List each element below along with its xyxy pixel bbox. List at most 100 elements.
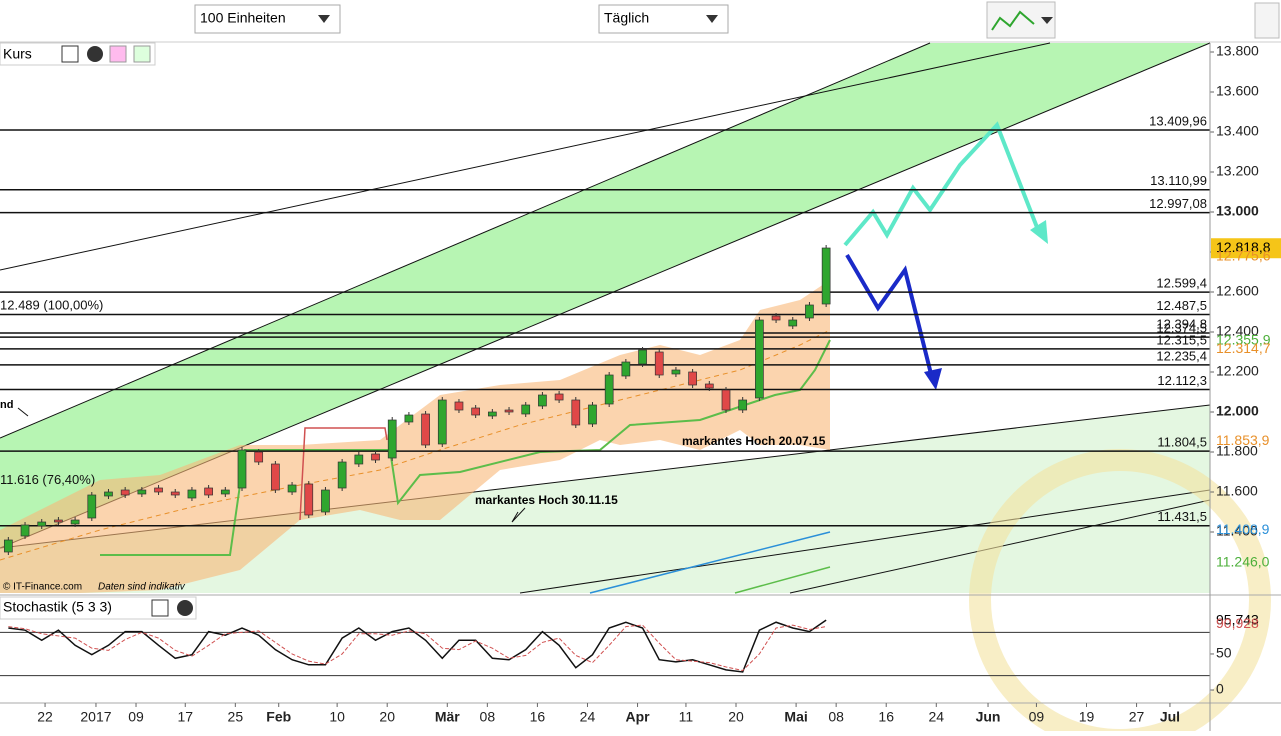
- x-tick-label: 20: [379, 709, 395, 725]
- annotation-arrow: [17, 407, 29, 417]
- candle: [571, 399, 581, 426]
- candle: [321, 489, 330, 513]
- price-tag-label: 11.246,0: [1216, 554, 1270, 570]
- candle: [471, 407, 481, 416]
- level-label: 13.110,99: [1150, 173, 1207, 188]
- indicator-line: [299, 427, 388, 521]
- down-button[interactable]: [109, 45, 127, 63]
- x-tick-label: Mär: [435, 709, 460, 725]
- candle: [237, 449, 247, 489]
- candle: [771, 315, 781, 321]
- fib-label: 11.616 (76,40%): [0, 472, 95, 487]
- y-tick-label: 13.400: [1216, 123, 1259, 139]
- candle: [721, 389, 731, 411]
- annotation: markantes Hoch 30.11.15: [475, 493, 618, 507]
- panel-title: Kurs: [3, 46, 32, 62]
- drawings: [0, 42, 1271, 736]
- main-panel: 11.400 11.600 11.800 12.000 12.200 12.400 12.6…: [0, 43, 1281, 570]
- close-button[interactable]: [87, 46, 103, 62]
- x-tick-label: 10: [329, 709, 345, 725]
- disclaimer: Daten sind indikativ: [98, 582, 186, 593]
- candle: [287, 484, 297, 493]
- annotation: markantes Hoch 20.07.15: [682, 434, 826, 448]
- x-tick-label: 16: [878, 709, 894, 725]
- value-tag: 95,743: [1216, 612, 1259, 628]
- price-tag-label: 12.314,7: [1216, 340, 1271, 356]
- close-button[interactable]: [177, 600, 193, 616]
- y-tick-label: 11.800: [1216, 443, 1258, 459]
- candle: [3, 539, 13, 553]
- x-tick-label: Apr: [625, 709, 650, 725]
- candle: [204, 487, 213, 496]
- candle: [504, 409, 514, 413]
- refresh-button[interactable]: [1254, 2, 1280, 39]
- candle: [337, 461, 347, 489]
- y-tick-label: 13.000: [1216, 203, 1259, 219]
- y-tick-label: 11.400: [1216, 523, 1258, 539]
- interval-dropdown[interactable]: [598, 4, 729, 34]
- candle: [20, 524, 30, 537]
- x-tick-label: 16: [530, 709, 546, 725]
- candle: [437, 399, 447, 445]
- trend-line: [0, 42, 1051, 271]
- candle: [220, 489, 230, 495]
- candle: [654, 351, 664, 376]
- level-label: 12.487,5: [1156, 298, 1207, 313]
- units-dropdown[interactable]: [194, 4, 341, 34]
- candle: [154, 487, 163, 493]
- indicator-line: [589, 531, 831, 594]
- candle: [371, 453, 380, 461]
- level-label: 13.409,96: [1149, 113, 1207, 128]
- y-tick-label: 12.400: [1216, 323, 1259, 339]
- candle: [70, 519, 80, 525]
- x-tick-label: 2017: [80, 709, 111, 725]
- dropdown-arrow: [706, 15, 718, 23]
- level-label: 12.374,5: [1156, 321, 1207, 336]
- price-tag: [1211, 238, 1281, 259]
- stochastic-line: [8, 619, 827, 673]
- x-tick-label: 08: [828, 709, 844, 725]
- price-tag-label: 11.853,9: [1216, 432, 1270, 448]
- indicator-line: [734, 566, 831, 594]
- candle: [805, 304, 814, 319]
- level-label: 12.599,4: [1156, 276, 1207, 291]
- level-label: 12.315,5: [1156, 332, 1207, 347]
- up-button[interactable]: [133, 45, 151, 63]
- window-button[interactable]: [61, 45, 79, 63]
- x-tick-label: 09: [1029, 709, 1045, 725]
- arrow-head: [1030, 220, 1048, 244]
- candle: [704, 383, 714, 389]
- candle: [604, 374, 614, 405]
- projection-up: [843, 121, 1042, 247]
- x-tick-label: 25: [228, 709, 244, 725]
- y-tick-label: 50: [1216, 645, 1232, 661]
- level-label: 12.235,4: [1156, 348, 1207, 363]
- candle: [454, 401, 464, 411]
- stochastic-line: [8, 624, 827, 672]
- y-tick-label: 13.600: [1216, 83, 1259, 99]
- level-label: 12.394,8: [1156, 316, 1207, 331]
- x-axis: 22 2017 09 17 25 Feb 10 20 Mär 08 16 24 Apr 11 20 Mai 08…: [37, 703, 1180, 725]
- window-button[interactable]: [151, 599, 169, 617]
- arrow-head: [924, 368, 942, 390]
- x-tick-label: Jun: [976, 709, 1001, 725]
- candle: [254, 451, 264, 463]
- candle: [788, 319, 798, 327]
- x-tick-label: 20: [728, 709, 744, 725]
- y-tick-label: 12.600: [1216, 283, 1259, 299]
- y-tick-label: 13.200: [1216, 163, 1259, 179]
- candle: [54, 519, 63, 523]
- candle: [104, 491, 113, 497]
- candle: [755, 319, 764, 399]
- candle: [738, 399, 748, 411]
- x-tick-label: 24: [929, 709, 945, 725]
- candle: [120, 489, 130, 496]
- level-label: 11.804,5: [1157, 435, 1207, 450]
- dropdown-arrow: [318, 15, 330, 23]
- x-tick-label: Jul: [1160, 709, 1180, 725]
- candle: [87, 494, 97, 519]
- candle: [387, 419, 397, 459]
- candle: [821, 247, 831, 305]
